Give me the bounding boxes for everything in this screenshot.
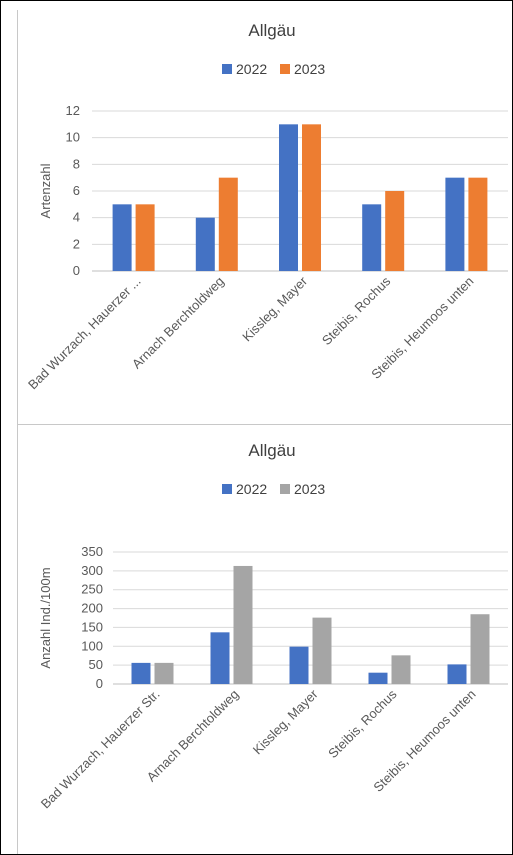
chart1-bar-2022-2 xyxy=(195,217,215,271)
chart2-category-label-1: Bad Wurzach, Hauerzer Str. xyxy=(38,687,163,812)
chart2-y-tick-label: 150 xyxy=(81,619,103,634)
chart2-bar-2022-2 xyxy=(210,632,230,684)
chart1-legend-swatch-2022 xyxy=(222,64,232,74)
chart1-bar-2022-3 xyxy=(279,124,298,271)
chart1-y-tick-label: 6 xyxy=(73,183,80,198)
chart2-bar-2022-4 xyxy=(368,672,388,684)
chart2-legend-label-2023: 2023 xyxy=(294,481,325,497)
chart2-y-tick-label: 200 xyxy=(81,601,103,616)
chart2-bar-2023-5 xyxy=(470,614,490,684)
chart2-legend-swatch-2022 xyxy=(222,484,232,494)
chart2-bar-2022-5 xyxy=(447,664,467,684)
chart1-category-label-2: Arnach Berchtoldweg xyxy=(129,274,227,372)
chart1-y-tick-label: 8 xyxy=(73,156,80,171)
chart1-bar-2023-1 xyxy=(135,204,155,271)
chart1-bar-2023-5 xyxy=(468,177,488,271)
chart2-bar-2023-1 xyxy=(154,662,174,684)
chart1-bar-2022-1 xyxy=(112,204,132,271)
chart2-y-tick-label: 100 xyxy=(81,638,103,653)
chart1-bar-2023-3 xyxy=(302,124,321,271)
chart2-bar-2022-3 xyxy=(289,646,309,684)
chart1-legend-label-2023: 2023 xyxy=(294,61,325,77)
chart2-legend-swatch-2023 xyxy=(280,484,290,494)
chart1-category-label-4: Steibis, Rochus xyxy=(319,273,394,348)
chart1-y-tick-label: 0 xyxy=(73,263,80,278)
chart2-bar-2023-3 xyxy=(312,617,332,684)
panel-divider xyxy=(17,424,511,425)
chart1-legend-label-2022: 2022 xyxy=(236,61,267,77)
chart1-bar-2022-4 xyxy=(362,204,382,271)
chart1-title: Allgäu xyxy=(248,21,295,40)
chart2-bar-2023-4 xyxy=(391,655,411,684)
chart2-bar-2022-1 xyxy=(131,662,151,684)
chart1-y-axis-label: Artenzahl xyxy=(38,163,53,218)
chart1-y-tick-label: 12 xyxy=(66,103,80,118)
chart2-y-tick-label: 250 xyxy=(81,582,103,597)
chart2-y-tick-label: 350 xyxy=(81,544,103,559)
chart1-category-label-1: Bad Wurzach, Hauerzer ... xyxy=(25,274,144,393)
chart2-category-label-3: Kissleg, Mayer xyxy=(250,686,321,757)
chart2-bar-2023-2 xyxy=(233,565,253,684)
chart1-bar-2023-4 xyxy=(385,191,405,271)
chart2-y-tick-label: 0 xyxy=(96,676,103,691)
chart1-y-tick-label: 2 xyxy=(73,236,80,251)
chart1-bar-2023-2 xyxy=(218,177,238,271)
chart2-y-tick-label: 300 xyxy=(81,563,103,578)
chart1-category-label-3: Kissleg, Mayer xyxy=(239,273,310,344)
chart1-legend-swatch-2023 xyxy=(280,64,290,74)
chart2-category-label-4: Steibis, Rochus xyxy=(325,686,400,761)
chart2-y-axis-label: Anzahl Ind./100m xyxy=(38,567,53,668)
chart2-y-tick-label: 50 xyxy=(89,657,103,672)
panel-left-border xyxy=(17,10,18,854)
chart1-bar-2022-5 xyxy=(445,177,465,271)
chart2-title: Allgäu xyxy=(248,441,295,460)
chart2-legend-label-2022: 2022 xyxy=(236,481,267,497)
chart1-y-tick-label: 10 xyxy=(66,130,80,145)
chart1-y-tick-label: 4 xyxy=(73,210,80,225)
